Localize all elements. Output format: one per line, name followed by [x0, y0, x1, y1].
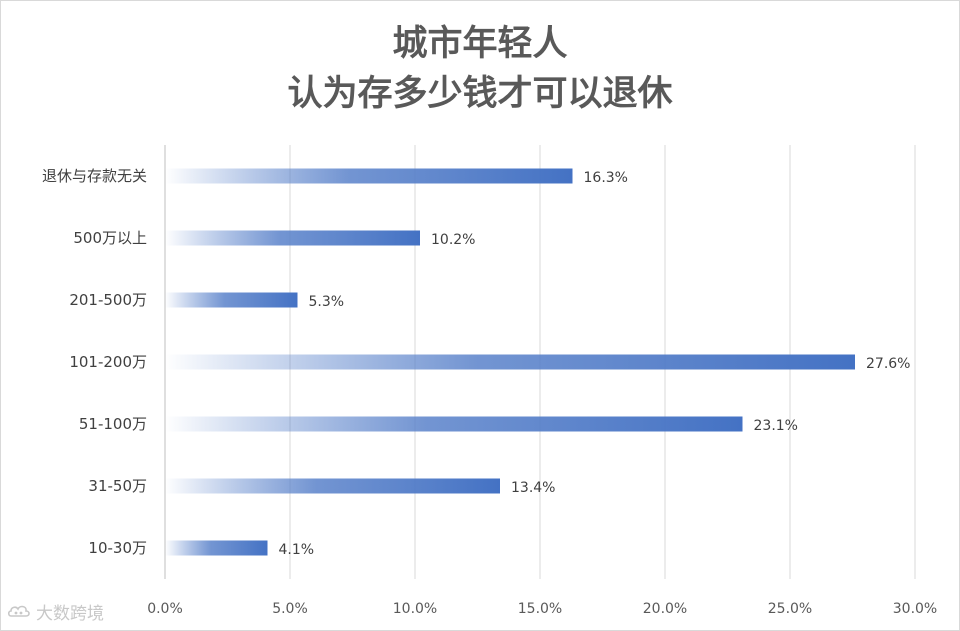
category-label: 31-50万: [88, 477, 147, 495]
category-label: 51-100万: [79, 415, 147, 433]
chart-title-line-1: 城市年轻人: [392, 24, 568, 64]
data-label: 4.1%: [279, 542, 315, 558]
x-tick-label: 30.0%: [893, 601, 937, 617]
labels: 0.0% 5.0% 10.0% 15.0% 20.0% 25.0% 30.0% 退休与存款无关…: [42, 167, 937, 617]
data-label: 10.2%: [431, 232, 475, 248]
bar: [165, 292, 298, 308]
bar: [165, 540, 268, 556]
cloud-logo-icon: [7, 605, 30, 617]
bar: [165, 168, 573, 184]
bars: [165, 168, 855, 556]
category-label: 101-200万: [69, 353, 147, 371]
category-label: 201-500万: [69, 291, 147, 309]
watermark: 大数跨境: [7, 599, 104, 624]
x-tick-label: 15.0%: [518, 601, 562, 617]
data-label: 23.1%: [754, 418, 798, 434]
bar: [165, 230, 420, 246]
bar: [165, 354, 855, 370]
x-tick-label: 10.0%: [393, 601, 437, 617]
data-label: 13.4%: [511, 480, 555, 496]
x-tick-label: 25.0%: [768, 601, 812, 617]
x-tick-label: 20.0%: [643, 601, 687, 617]
data-label: 27.6%: [866, 356, 910, 372]
data-label: 16.3%: [584, 170, 628, 186]
data-label: 5.3%: [309, 294, 345, 310]
category-label: 退休与存款无关: [42, 167, 147, 185]
chart-title-line-2: 认为存多少钱才可以退休: [287, 74, 673, 114]
category-label: 10-30万: [88, 539, 147, 557]
category-label: 500万以上: [73, 229, 147, 247]
bar: [165, 416, 743, 432]
chart-title: 城市年轻人 认为存多少钱才可以退休: [1, 19, 959, 119]
x-tick-label: 5.0%: [272, 601, 308, 617]
bar: [165, 478, 500, 494]
watermark-text: 大数跨境: [36, 604, 104, 624]
x-tick-label: 0.0%: [147, 601, 183, 617]
